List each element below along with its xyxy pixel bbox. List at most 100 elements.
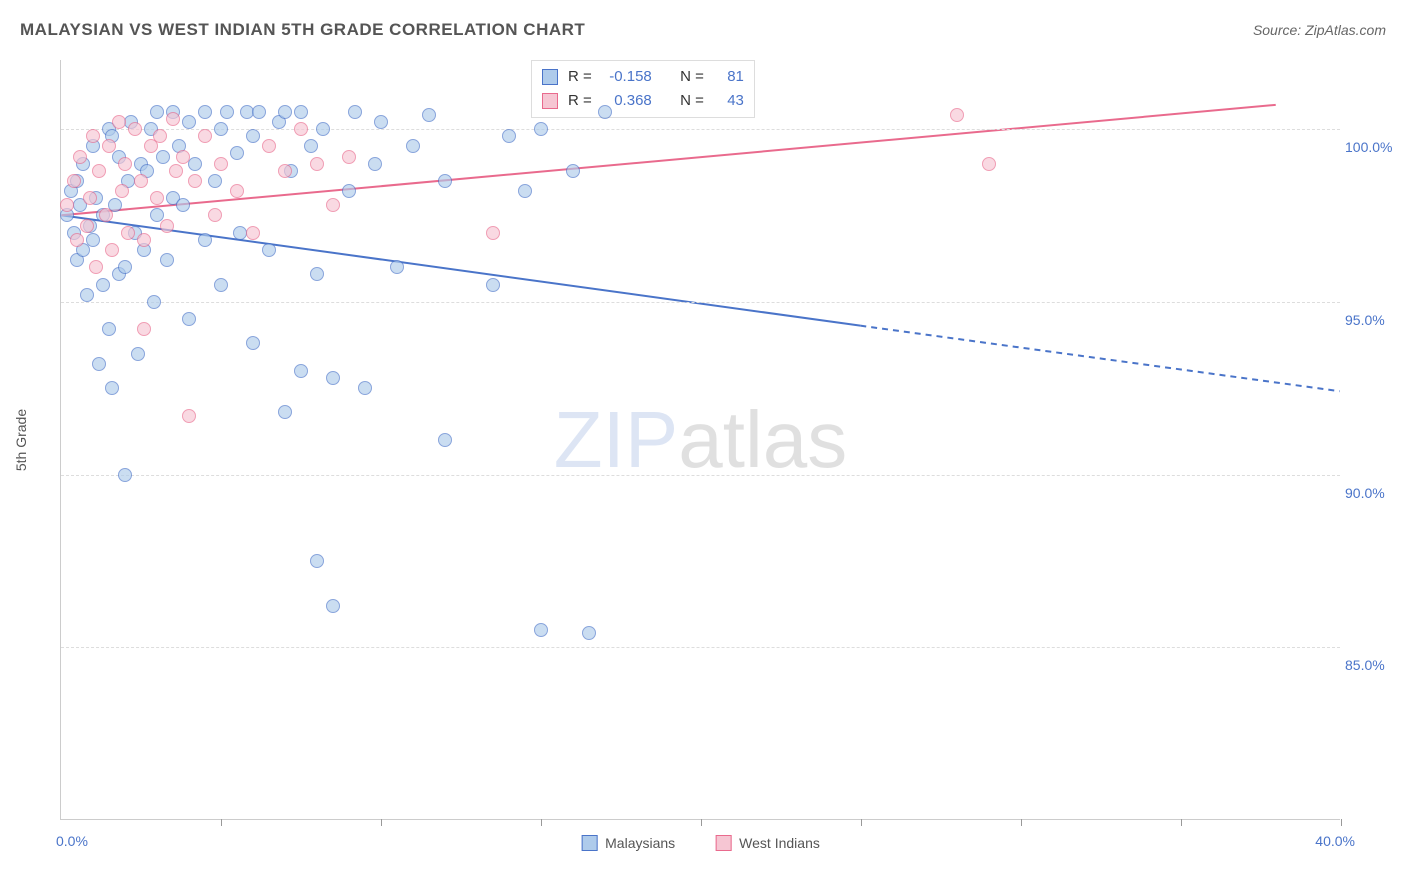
x-max-label: 40.0%: [1315, 833, 1355, 849]
data-point: [188, 174, 202, 188]
data-point: [598, 105, 612, 119]
legend-swatch: [715, 835, 731, 851]
data-point: [262, 139, 276, 153]
data-point: [310, 267, 324, 281]
data-point: [294, 105, 308, 119]
data-point: [118, 468, 132, 482]
data-point: [502, 129, 516, 143]
data-point: [166, 112, 180, 126]
gridline: [61, 475, 1340, 476]
data-point: [534, 623, 548, 637]
stats-n-value: 43: [714, 89, 744, 113]
data-point: [214, 278, 228, 292]
x-tick: [1021, 819, 1022, 826]
data-point: [326, 371, 340, 385]
data-point: [188, 157, 202, 171]
data-point: [304, 139, 318, 153]
trend-line: [61, 215, 860, 325]
data-point: [147, 295, 161, 309]
data-point: [208, 208, 222, 222]
data-point: [150, 191, 164, 205]
data-point: [214, 157, 228, 171]
data-point: [153, 129, 167, 143]
data-point: [137, 233, 151, 247]
data-point: [518, 184, 532, 198]
data-point: [406, 139, 420, 153]
trend-lines: [61, 60, 1340, 819]
x-tick: [701, 819, 702, 826]
legend-label: Malaysians: [605, 835, 675, 851]
x-tick: [1181, 819, 1182, 826]
data-point: [121, 226, 135, 240]
legend-swatch: [581, 835, 597, 851]
data-point: [278, 405, 292, 419]
gridline: [61, 302, 1340, 303]
data-point: [326, 198, 340, 212]
data-point: [96, 278, 110, 292]
data-point: [342, 184, 356, 198]
data-point: [112, 115, 126, 129]
data-point: [198, 105, 212, 119]
data-point: [486, 226, 500, 240]
data-point: [390, 260, 404, 274]
data-point: [60, 198, 74, 212]
stats-row: R =0.368 N =43: [542, 89, 744, 113]
data-point: [160, 219, 174, 233]
data-point: [348, 105, 362, 119]
x-tick: [861, 819, 862, 826]
data-point: [118, 260, 132, 274]
data-point: [182, 115, 196, 129]
gridline: [61, 647, 1340, 648]
data-point: [246, 129, 260, 143]
data-point: [70, 233, 84, 247]
data-point: [86, 129, 100, 143]
y-tick-label: 90.0%: [1345, 485, 1400, 501]
series-swatch: [542, 69, 558, 85]
data-point: [102, 139, 116, 153]
data-point: [486, 278, 500, 292]
y-tick-label: 95.0%: [1345, 312, 1400, 328]
trend-line: [61, 105, 1275, 215]
data-point: [326, 599, 340, 613]
data-point: [83, 191, 97, 205]
data-point: [67, 174, 81, 188]
trend-line-extension: [860, 326, 1339, 392]
data-point: [182, 312, 196, 326]
data-point: [278, 164, 292, 178]
x-tick: [221, 819, 222, 826]
data-point: [294, 364, 308, 378]
data-point: [150, 105, 164, 119]
data-point: [99, 208, 113, 222]
data-point: [368, 157, 382, 171]
data-point: [198, 129, 212, 143]
data-point: [294, 122, 308, 136]
data-point: [438, 433, 452, 447]
data-point: [358, 381, 372, 395]
data-point: [115, 184, 129, 198]
data-point: [246, 226, 260, 240]
data-point: [534, 122, 548, 136]
data-point: [102, 322, 116, 336]
data-point: [156, 150, 170, 164]
data-point: [230, 184, 244, 198]
data-point: [566, 164, 580, 178]
data-point: [214, 122, 228, 136]
data-point: [73, 150, 87, 164]
data-point: [438, 174, 452, 188]
data-point: [342, 150, 356, 164]
data-point: [89, 260, 103, 274]
legend-item: West Indians: [715, 835, 820, 851]
data-point: [131, 347, 145, 361]
y-tick-label: 85.0%: [1345, 657, 1400, 673]
legend-label: West Indians: [739, 835, 820, 851]
data-point: [310, 554, 324, 568]
chart-title: MALAYSIAN VS WEST INDIAN 5TH GRADE CORRE…: [20, 20, 585, 40]
data-point: [176, 150, 190, 164]
x-tick: [1341, 819, 1342, 826]
y-axis-title: 5th Grade: [13, 408, 29, 470]
data-point: [310, 157, 324, 171]
x-min-label: 0.0%: [56, 833, 88, 849]
data-point: [230, 146, 244, 160]
stats-n-label: N =: [680, 65, 704, 89]
legend-item: Malaysians: [581, 835, 675, 851]
